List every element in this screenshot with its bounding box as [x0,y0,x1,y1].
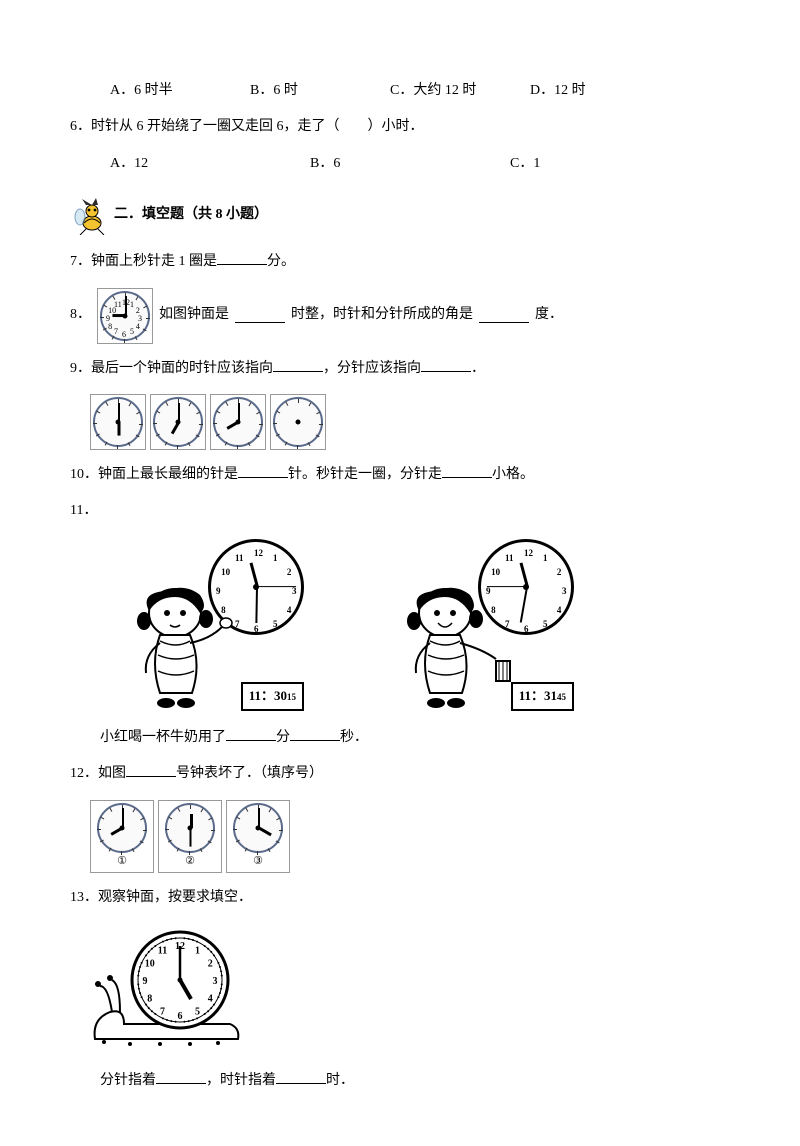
q6-choice-a: A．12 [110,153,310,175]
q9-clock-1 [93,397,143,447]
q13-blank-2[interactable] [276,1070,326,1084]
q8-text-a: 如图钟面是 [159,304,229,326]
q10-blank-1[interactable] [238,464,288,478]
q13-text-b: ，时针指着 [206,1073,276,1088]
q10-text-c: 小格。 [492,467,534,482]
q12-clock-1 [97,803,147,853]
section-2-title: 二．填空题（共 8 小题） [114,204,268,226]
q9: 9．最后一个钟面的时针应该指向 ，分针应该指向 ． [70,358,730,380]
q11-answer: 小红喝一杯牛奶用了 分 秒． [100,727,730,749]
q9-clock-2 [153,397,203,447]
q11-text-b: 分 [276,730,290,745]
q12-text-b: 号钟表坏了．（填序号） [176,766,323,781]
q12-clock-2 [165,803,215,853]
snail-icon: 121234567891011 [90,924,250,1054]
q9-text-a: 9．最后一个钟面的时针应该指向 [70,361,273,376]
q11-text-a: 小红喝一杯牛奶用了 [100,730,226,745]
svg-text:5: 5 [195,1006,200,1017]
girl-icon-1 [130,583,240,713]
svg-text:10: 10 [145,958,155,969]
q5-choice-d: D．12 时 [530,80,670,102]
q13-answer: 分针指着 ，时针指着 时． [100,1070,730,1092]
q12-clocks: ① ② ③ [90,800,730,874]
q5-choice-c: C．大约 12 时 [390,80,530,102]
svg-text:6: 6 [178,1011,183,1022]
q13-figure: 121234567891011 [90,924,730,1062]
q9-text-c: ． [471,361,485,376]
q9-clocks [90,394,730,450]
q9-clock-3 [213,397,263,447]
q13-text-c: 时． [326,1073,354,1088]
q12-clock-3 [233,803,283,853]
q7-text-b: 分。 [267,254,295,269]
q11-scene-2: 121234567891011 11：3145 [400,537,580,717]
q7-blank[interactable] [217,251,267,265]
q11-blank-1[interactable] [226,727,276,741]
q11-blank-2[interactable] [290,727,340,741]
q5-choice-b: B．6 时 [250,80,390,102]
q12-text-a: 12．如图 [70,766,126,781]
q9-clock-4 [273,397,323,447]
q12: 12．如图 号钟表坏了．（填序号） [70,763,730,785]
q10-text-a: 10．钟面上最长最细的针是 [70,467,238,482]
q8-text-c: 度． [535,304,563,326]
q6-choice-b: B．6 [310,153,510,175]
q12-label-2: ② [185,853,195,871]
svg-text:1: 1 [195,945,200,956]
q13-blank-1[interactable] [156,1070,206,1084]
svg-text:2: 2 [208,958,213,969]
svg-text:3: 3 [213,976,218,987]
q11: 11． [70,500,730,522]
q13-text-a: 分针指着 [100,1073,156,1088]
q8-blank-1[interactable] [235,309,285,323]
q10-text-b: 针。秒针走一圈，分针走 [288,467,442,482]
q11-time-1: 11：3015 [241,682,304,711]
q5-choices: A．6 时半 B．6 时 C．大约 12 时 D．12 时 [110,80,730,102]
q11-scenes: 121234567891011 11：3015 121234567891011 [130,537,730,717]
q8: 8． 121234567891011 如图钟面是 时整，时针和分针所成的角是 度． [70,288,730,344]
q10: 10．钟面上最长最细的针是 针。秒针走一圈，分针走 小格。 [70,464,730,486]
girl-icon-2 [400,583,520,713]
q9-blank-2[interactable] [421,358,471,372]
q8-num: 8． [70,304,91,326]
bee-icon [70,195,110,235]
svg-text:7: 7 [160,1006,165,1017]
q6-text: 6．时针从 6 开始绕了一圈又走回 6，走了（ ）小时． [70,116,730,138]
q10-blank-2[interactable] [442,464,492,478]
q11-scene-1: 121234567891011 11：3015 [130,537,310,717]
q11-num: 11． [70,500,97,522]
q8-blank-2[interactable] [479,309,529,323]
q6-choice-c: C．1 [510,153,650,175]
q11-time-2: 11：3145 [511,682,574,711]
svg-text:4: 4 [208,993,213,1004]
q12-blank[interactable] [126,763,176,777]
q9-blank-1[interactable] [273,358,323,372]
svg-text:8: 8 [147,993,152,1004]
q7: 7．钟面上秒针走 1 圈是 分。 [70,251,730,273]
q8-clock: 121234567891011 [100,291,150,341]
q5-choice-a: A．6 时半 [110,80,250,102]
q13-title: 13．观察钟面，按要求填空． [70,887,730,909]
svg-text:9: 9 [143,976,148,987]
svg-text:11: 11 [158,945,167,956]
q8-text-b: 时整，时针和分针所成的角是 [291,304,473,326]
section-2-header: 二．填空题（共 8 小题） [70,195,730,235]
q12-label-1: ① [117,853,127,871]
q7-text-a: 7．钟面上秒针走 1 圈是 [70,254,217,269]
q9-text-b: ，分针应该指向 [323,361,421,376]
q8-clock-box: 121234567891011 [97,288,153,344]
q6-choices: A．12 B．6 C．1 [110,153,730,175]
q12-label-3: ③ [253,853,263,871]
q11-text-c: 秒． [340,730,368,745]
